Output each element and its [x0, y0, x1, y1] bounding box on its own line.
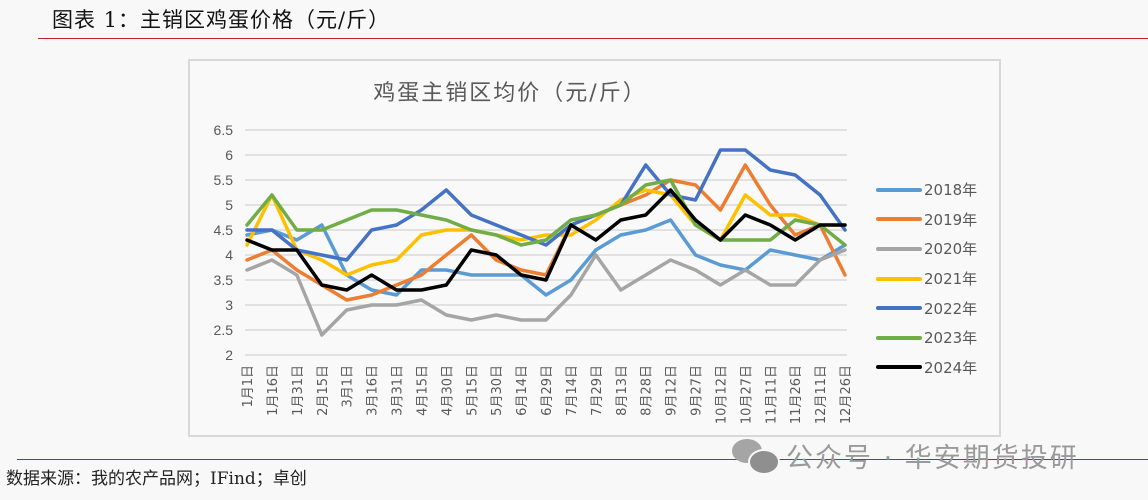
x-tick-label: 11月26日 [789, 365, 804, 424]
chart-title: 鸡蛋主销区均价（元/斤） [373, 81, 647, 106]
x-tick-label: 2月15日 [316, 365, 331, 416]
series-line-2023 [245, 178, 847, 247]
series-line-2019 [245, 163, 847, 302]
x-tick-label: 5月30日 [490, 365, 505, 416]
legend-label: 2022年 [924, 299, 978, 318]
chart-frame: 鸡蛋主销区均价（元/斤） 6.5 6 5.5 5 4.5 4 3.5 3 2.5 2 1月1日 1月1… [188, 59, 1001, 437]
legend-label: 2023年 [924, 329, 978, 348]
x-tick-label: 4月15日 [415, 365, 430, 416]
x-tick-label: 10月27日 [739, 365, 754, 424]
legend-label: 2018年 [924, 181, 978, 200]
series-line-2020 [245, 248, 847, 337]
y-tick-label: 2 [225, 347, 233, 363]
legend-swatch [876, 306, 922, 311]
legend-swatch [876, 335, 922, 340]
figure-title: 图表 1：主销区鸡蛋价格（元/斤） [52, 8, 391, 32]
top-divider [38, 38, 1148, 39]
data-source-note: 数据来源：我的农产品网；IFind；卓创 [6, 469, 307, 489]
series-line-2024 [245, 188, 847, 292]
series-line-2022 [245, 148, 847, 262]
y-tick-label: 4 [225, 247, 233, 263]
y-tick-label: 3.5 [214, 272, 234, 288]
legend-item: 2023年 [876, 323, 977, 353]
watermark-text: 公众号 · 华安期货投研 [786, 443, 1079, 474]
legend-label: 2021年 [924, 270, 978, 289]
legend-label: 2020年 [924, 240, 978, 259]
wechat-icon [732, 438, 780, 475]
x-tick-label: 7月29日 [590, 365, 605, 416]
legend-item: 2020年 [876, 234, 977, 264]
legend-swatch [876, 217, 922, 222]
legend-label: 2024年 [924, 358, 978, 377]
x-tick-label: 3月16日 [366, 365, 381, 416]
legend-item: 2022年 [876, 293, 977, 323]
y-tick-label: 2.5 [214, 322, 234, 338]
y-tick-label: 5 [225, 197, 233, 213]
x-tick-label: 9月27日 [690, 365, 705, 416]
legend-item: 2019年 [876, 205, 977, 235]
watermark: 公众号 · 华安期货投研 [732, 436, 1079, 475]
y-tick-label: 5.5 [214, 172, 234, 188]
x-tick-label: 6月29日 [540, 365, 555, 416]
x-tick-label: 4月30日 [440, 365, 455, 416]
x-tick-label: 8月28日 [640, 365, 655, 416]
y-tick-label: 4.5 [214, 222, 234, 238]
y-tick-label: 6 [225, 147, 233, 163]
line-chart-plot: 6.5 6 5.5 5 4.5 4 3.5 3 2.5 2 1月1日 1月16日 1月31日 2月15日 3… [214, 122, 854, 424]
x-tick-label: 3月31日 [391, 365, 406, 416]
x-tick-label: 1月31日 [291, 365, 306, 416]
legend-item: 2018年 [876, 175, 977, 205]
x-tick-label: 6月14日 [515, 365, 530, 416]
x-tick-label: 7月14日 [565, 365, 580, 416]
y-tick-label: 6.5 [214, 122, 234, 138]
x-tick-label: 1月16日 [266, 365, 281, 416]
legend-swatch [876, 365, 922, 370]
x-tick-label: 11月11日 [764, 365, 779, 424]
legend-swatch [876, 276, 922, 281]
legend-label: 2019年 [924, 210, 978, 229]
x-tick-label: 8月13日 [615, 365, 630, 416]
x-tick-label: 3月1日 [341, 365, 356, 408]
y-tick-label: 3 [225, 297, 233, 313]
x-tick-label: 5月15日 [465, 365, 480, 416]
legend-item: 2021年 [876, 264, 977, 294]
chart-legend: 2018年 2019年 2020年 2021年 2022年 2023年 2024年 [876, 175, 977, 382]
x-tick-label: 10月12日 [714, 365, 729, 424]
bottom-divider [17, 459, 1148, 460]
legend-swatch [876, 246, 922, 251]
x-tick-label: 1月1日 [241, 365, 256, 408]
x-tick-label: 12月26日 [839, 365, 854, 424]
series-line-2021 [245, 188, 847, 277]
x-tick-label: 9月12日 [665, 365, 680, 416]
legend-swatch [876, 187, 922, 192]
x-tick-label: 12月11日 [814, 365, 829, 424]
legend-item: 2024年 [876, 353, 977, 383]
